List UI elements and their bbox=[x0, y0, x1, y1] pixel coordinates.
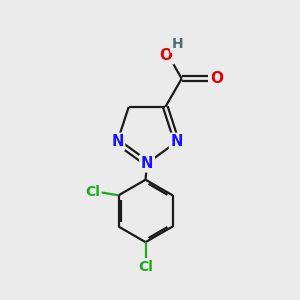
Text: O: O bbox=[160, 48, 172, 63]
Text: N: N bbox=[141, 156, 153, 171]
Text: H: H bbox=[172, 37, 183, 51]
Text: Cl: Cl bbox=[138, 260, 153, 274]
Text: O: O bbox=[210, 71, 223, 86]
Text: N: N bbox=[170, 134, 183, 149]
Text: N: N bbox=[111, 134, 124, 149]
Text: Cl: Cl bbox=[85, 185, 100, 199]
